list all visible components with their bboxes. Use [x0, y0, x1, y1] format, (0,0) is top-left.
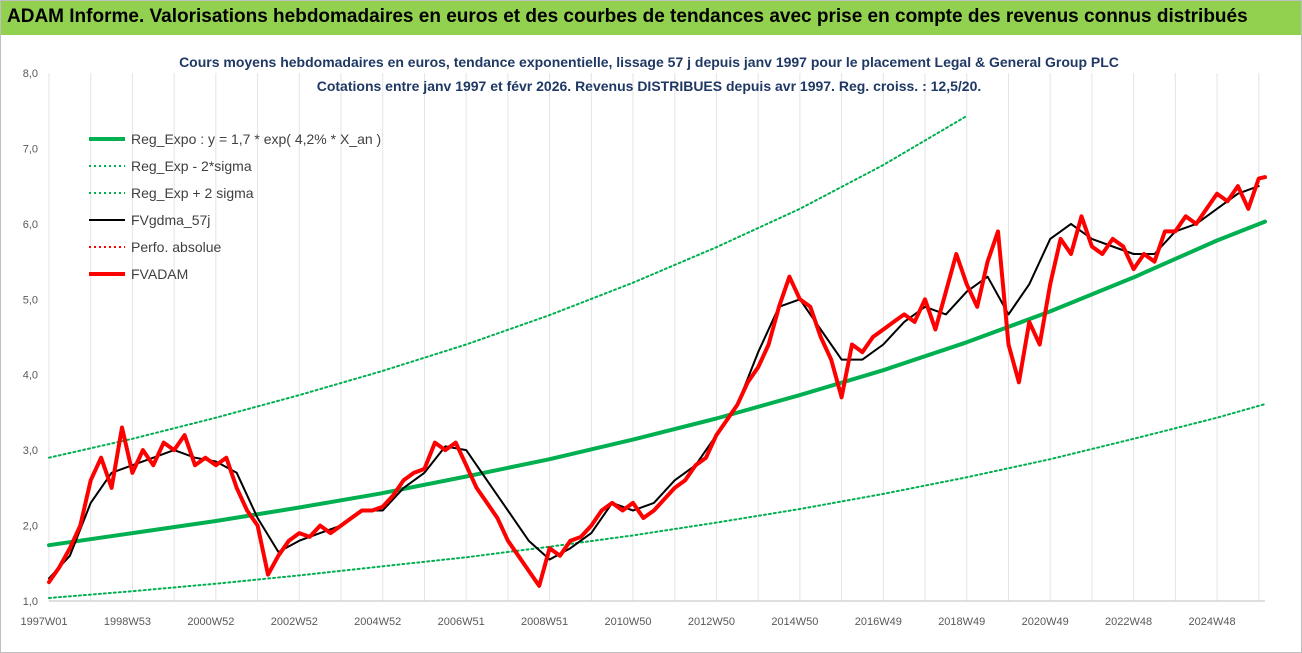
x-tick-label: 2000W52 — [187, 616, 234, 628]
chart-title-line-1: Cours moyens hebdomadaires en euros, ten… — [179, 54, 1119, 70]
series-line-2 — [48, 115, 968, 459]
y-tick-label: 8,0 — [23, 68, 38, 80]
legend-entry: Reg_Expo : y = 1,7 * exp( 4,2% * X_an ) — [131, 131, 381, 147]
legend-entry: Perfo. absolue — [131, 239, 221, 255]
x-tick-label: 1998W53 — [104, 616, 151, 628]
gridlines — [48, 73, 1260, 601]
series-line-3 — [48, 185, 1260, 580]
y-tick-label: 1,0 — [23, 596, 38, 608]
x-tick-label: 2014W50 — [771, 616, 818, 628]
series-line-4 — [47, 175, 1267, 588]
x-tick-label: 2024W48 — [1188, 616, 1235, 628]
chart-title-line-2: Cotations entre janv 1997 et févr 2026. … — [317, 78, 982, 94]
title-banner: ADAM Informe. Valorisations hebdomadaire… — [1, 1, 1301, 35]
y-tick-label: 6,0 — [23, 219, 38, 231]
x-tick-label: 2004W52 — [354, 616, 401, 628]
y-tick-label: 2,0 — [23, 521, 38, 533]
series-line-1 — [48, 403, 1266, 599]
axes: 1,0 2,0 3,0 4,0 5,0 6,0 7,0 8,0 1997W01 1998W53 20… — [20, 68, 1265, 628]
banner-title: ADAM Informe. Valorisations hebdomadaire… — [7, 6, 1248, 27]
x-tick-label: 2022W48 — [1105, 616, 1152, 628]
x-tick-label: 2002W52 — [271, 616, 318, 628]
series-lines — [47, 115, 1267, 599]
legend-entry: FVADAM — [131, 266, 188, 282]
y-tick-label: 5,0 — [23, 294, 38, 306]
y-tick-label: 7,0 — [23, 143, 38, 155]
x-tick-label: 2006W51 — [438, 616, 485, 628]
series-line-0 — [47, 219, 1267, 548]
y-tick-label: 3,0 — [23, 445, 38, 457]
legend-entry: FVgdma_57j — [131, 212, 210, 228]
x-tick-label: 1997W01 — [20, 616, 67, 628]
x-tick-label: 2018W49 — [938, 616, 985, 628]
x-tick-label: 2010W50 — [604, 616, 651, 628]
line-chart: 1,0 2,0 3,0 4,0 5,0 6,0 7,0 8,0 1997W01 1998W53 20… — [20, 54, 1267, 628]
x-tick-label: 2020W49 — [1022, 616, 1069, 628]
legend-entry: Reg_Exp - 2*sigma — [131, 158, 252, 174]
legend: Reg_Expo : y = 1,7 * exp( 4,2% * X_an ) R… — [89, 131, 381, 282]
legend-entry: Reg_Exp + 2 sigma — [131, 185, 254, 201]
x-tick-label: 2008W51 — [521, 616, 568, 628]
x-tick-label: 2012W50 — [688, 616, 735, 628]
x-tick-label: 2016W49 — [855, 616, 902, 628]
y-tick-label: 4,0 — [23, 370, 38, 382]
